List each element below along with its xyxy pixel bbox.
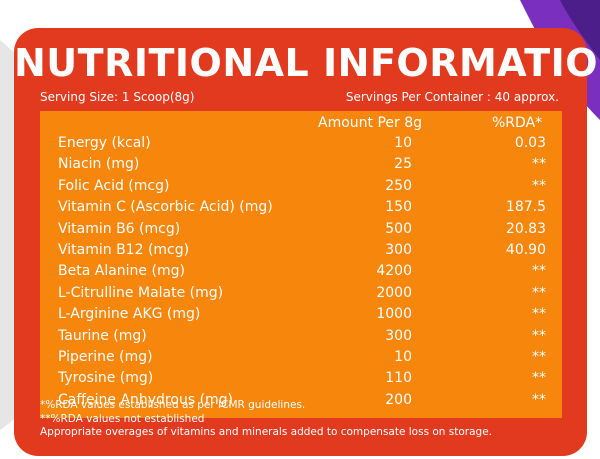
table-row: Vitamin B6 (mcg) 500 20.83 [40, 220, 562, 240]
amount-value: 250 [385, 177, 412, 194]
rda-header: %RDA* [492, 115, 543, 131]
nutrient-name: Vitamin B12 (mcg) [58, 242, 190, 258]
rda-value: ** [532, 263, 546, 280]
servings-per-container: Servings Per Container : 40 approx. [345, 90, 559, 104]
rda-value: ** [532, 177, 546, 194]
footnote-rda: *%RDA values established as per ICMR gui… [40, 399, 306, 411]
nutrient-name: Energy (kcal) [58, 135, 151, 151]
nutrient-name: Folic Acid (mcg) [58, 177, 170, 194]
table-row: Tyrosine (mg) 110 ** [40, 369, 562, 389]
amount-value: 150 [385, 199, 412, 216]
page-title: NUTRITIONAL INFORMATION [14, 41, 600, 85]
rda-value: ** [532, 349, 546, 365]
rda-value: 0.03 [514, 135, 546, 151]
table-row: Beta Alanine (mg) 4200 ** [40, 262, 562, 282]
footnotes: *%RDA values established as per ICMR gui… [40, 399, 492, 440]
table-row: L-Arginine AKG (mg) 1000 ** [40, 305, 562, 325]
amount-value: 500 [385, 220, 412, 237]
nutrient-name: Taurine (mg) [58, 327, 147, 344]
footnote-overages: Appropriate overages of vitamins and min… [40, 426, 493, 438]
rda-value: ** [532, 391, 546, 408]
table-row: Energy (kcal) 10 0.03 [40, 134, 562, 154]
rda-value: 40.90 [505, 242, 546, 258]
amount-value: 300 [385, 327, 412, 344]
table-row: Taurine (mg) 300 ** [40, 327, 562, 347]
table-row: Niacin (mg) 25 ** [40, 155, 562, 175]
rda-value: ** [532, 284, 546, 301]
rda-value: ** [532, 370, 546, 387]
table-row: Folic Acid (mcg) 250 ** [40, 177, 562, 197]
rda-value: 187.5 [505, 199, 546, 216]
amount-value: 110 [385, 370, 412, 387]
serving-size: Serving Size: 1 Scoop(8g) [40, 90, 195, 104]
rda-value: ** [532, 306, 546, 323]
table-row: Piperine (mg) 10 ** [40, 348, 562, 368]
nutrient-name: Tyrosine (mg) [58, 370, 154, 387]
rda-value: ** [532, 327, 546, 344]
amount-value: 300 [385, 242, 412, 258]
nutrient-name: Caffeine Anhydrous (mg) [58, 391, 234, 408]
nutrition-table: Amount Per 8g %RDA* Energy (kcal) 10 0.03 N… [40, 111, 562, 418]
nutrient-name: L-Arginine AKG (mg) [58, 306, 201, 323]
amount-value: 25 [394, 156, 412, 173]
nutrient-name: Vitamin C (Ascorbic Acid) (mg) [58, 199, 273, 216]
table-row: Vitamin C (Ascorbic Acid) (mg) 150 187.5 [40, 198, 562, 218]
amount-value: 200 [385, 391, 412, 408]
amount-value: 2000 [376, 284, 412, 301]
table-row: Caffeine Anhydrous (mg) 200 ** [40, 391, 562, 411]
rda-value: ** [532, 156, 546, 173]
nutrient-name: Piperine (mg) [58, 349, 153, 365]
table-row: Vitamin B12 (mcg) 300 40.90 [40, 241, 562, 261]
amount-header: Amount Per 8g [318, 115, 423, 131]
nutrient-name: Vitamin B6 (mcg) [58, 220, 181, 237]
nutrient-name: Niacin (mg) [58, 156, 140, 173]
amount-value: 4200 [376, 263, 412, 280]
amount-value: 10 [394, 135, 412, 151]
amount-value: 10 [394, 349, 412, 365]
rda-value: 20.83 [505, 220, 546, 237]
nutrient-name: L-Citrulline Malate (mg) [58, 284, 224, 301]
amount-value: 1000 [376, 306, 412, 323]
footnote-not-established: **%RDA values not established [40, 412, 205, 425]
nutrition-panel: NUTRITIONAL INFORMATION Serving Size: 1 … [14, 28, 600, 456]
nutrient-name: Beta Alanine (mg) [58, 263, 185, 280]
table-row: L-Citrulline Malate (mg) 2000 ** [40, 284, 562, 304]
